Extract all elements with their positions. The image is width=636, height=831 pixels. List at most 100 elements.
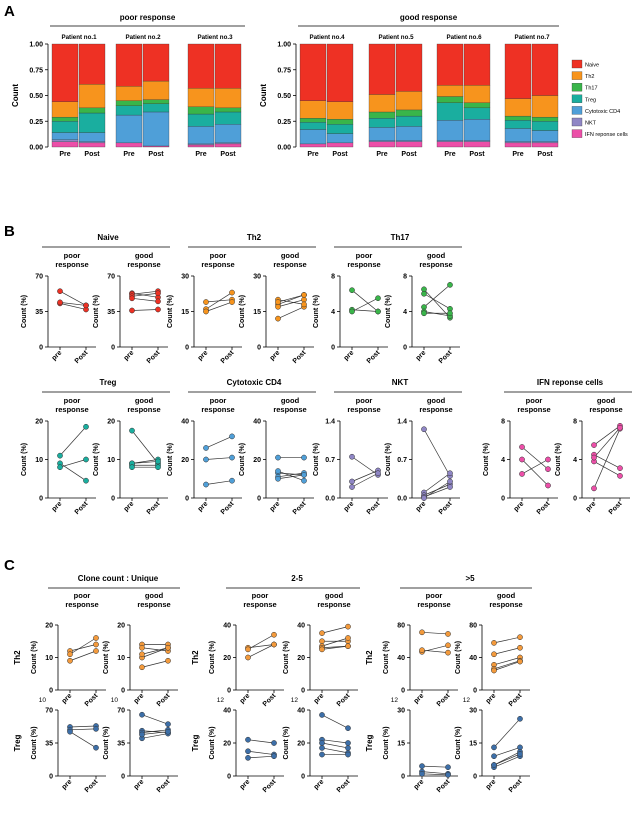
bar-segment xyxy=(214,107,242,113)
legend-label: IFN reponse cells xyxy=(585,132,628,138)
x-tick-label: Post xyxy=(156,778,172,794)
bar-segment xyxy=(326,43,354,102)
data-point xyxy=(421,290,427,297)
bar-segment xyxy=(504,142,532,148)
panel-c-clone-plots: Clone count : Uniquepoorresponsegoodresp… xyxy=(13,574,532,794)
y-tick-label: 35 xyxy=(107,309,115,316)
y-tick-label: 40 xyxy=(297,708,305,715)
y-tick-label: 0 xyxy=(257,496,261,503)
x-tick-label: pre xyxy=(51,349,64,362)
data-point xyxy=(421,310,427,317)
x-tick-label: pre xyxy=(415,500,428,513)
group-label: response xyxy=(273,405,306,414)
row-label: Treg xyxy=(191,734,200,751)
bar-segment xyxy=(463,85,491,103)
y-tick-label: 40 xyxy=(253,419,261,426)
pair-line xyxy=(493,657,521,666)
group-label: response xyxy=(137,600,170,609)
y-tick-label: 10 xyxy=(45,655,53,662)
pair-line xyxy=(423,293,451,310)
pair-line xyxy=(59,426,87,456)
legend-swatch xyxy=(571,83,583,92)
data-point xyxy=(349,484,355,490)
y-tick-label: 10 xyxy=(107,457,115,464)
data-point xyxy=(301,296,307,303)
x-tick-label: pre xyxy=(269,500,282,513)
data-point xyxy=(447,484,453,490)
pair-line xyxy=(277,306,305,319)
data-point xyxy=(301,477,307,484)
legend-label: Naive xyxy=(585,63,599,69)
data-point xyxy=(349,287,355,294)
data-point xyxy=(491,744,497,751)
bar-segment xyxy=(187,143,215,146)
x-tick-label: pre xyxy=(123,349,136,362)
bar-segment xyxy=(504,98,532,117)
bar-segment xyxy=(214,143,242,148)
y-tick-label: 10 xyxy=(35,457,43,464)
x-tick-label: Post xyxy=(292,500,308,516)
bar-segment xyxy=(78,142,106,148)
y-tick-label: 0.7 xyxy=(397,457,407,464)
legend-label: Treg xyxy=(585,97,596,103)
pair-line xyxy=(277,472,305,478)
pair-line xyxy=(421,765,449,768)
group-label: poor xyxy=(74,591,91,600)
y-tick-label: 0.00 xyxy=(29,145,43,152)
x-tick-label: Post xyxy=(332,151,348,158)
x-tick-label: pre xyxy=(313,692,326,705)
bar-segment xyxy=(299,143,327,148)
x-tick-label: Post xyxy=(401,151,417,158)
data-point xyxy=(319,712,325,718)
y-tick-label: 1.00 xyxy=(29,42,43,49)
y-axis-title: Count (%) xyxy=(21,443,28,476)
bar-segment xyxy=(115,43,143,87)
pair-line xyxy=(421,773,449,776)
bar-segment xyxy=(504,128,532,143)
x-tick-label: Post xyxy=(292,349,308,365)
data-point xyxy=(375,308,381,315)
y-tick-label: 35 xyxy=(117,741,125,748)
group-label: poor xyxy=(64,251,81,260)
data-point xyxy=(271,631,277,638)
y-tick-label: 0 xyxy=(185,496,189,503)
bar-segment xyxy=(531,121,559,131)
data-point xyxy=(445,764,451,771)
y-axis-title: Count (%) xyxy=(283,726,290,759)
y-axis-title: Count (%) xyxy=(103,641,110,674)
data-point xyxy=(155,290,161,297)
data-point xyxy=(93,648,99,654)
x-tick-label: Post xyxy=(508,778,524,794)
data-point xyxy=(139,644,145,651)
y-tick-label: 30 xyxy=(397,708,405,715)
pair-line xyxy=(69,728,97,731)
bar-segment xyxy=(368,140,396,143)
x-tick-label: Post xyxy=(74,349,90,365)
y-tick-label: 80 xyxy=(397,623,405,630)
legend-label: Cytotoxic CD4 xyxy=(585,109,620,115)
group-label: response xyxy=(201,260,234,269)
data-point xyxy=(275,303,281,310)
x-tick-label: Post xyxy=(220,349,236,365)
data-point xyxy=(447,478,453,485)
data-point xyxy=(445,631,451,637)
y-tick-label: 0.75 xyxy=(29,67,43,74)
data-point xyxy=(319,745,325,751)
y-tick-label: 4 xyxy=(501,457,505,464)
x-tick-label: pre xyxy=(123,500,136,513)
y-tick-label: 0 xyxy=(49,774,53,781)
panel-label-a: A xyxy=(4,3,15,20)
data-point xyxy=(591,454,597,461)
bar-segment xyxy=(531,95,559,118)
y-axis-title: Count (%) xyxy=(455,641,462,674)
pair-line xyxy=(59,290,87,306)
bar-segment xyxy=(187,126,215,145)
bar-segment xyxy=(368,43,396,95)
data-point xyxy=(349,478,355,485)
y-axis-title: Count xyxy=(259,84,268,107)
y-tick-label: 20 xyxy=(223,741,231,748)
y-tick-label: 70 xyxy=(35,274,43,281)
legend-swatch xyxy=(571,129,583,138)
data-point xyxy=(319,630,325,636)
